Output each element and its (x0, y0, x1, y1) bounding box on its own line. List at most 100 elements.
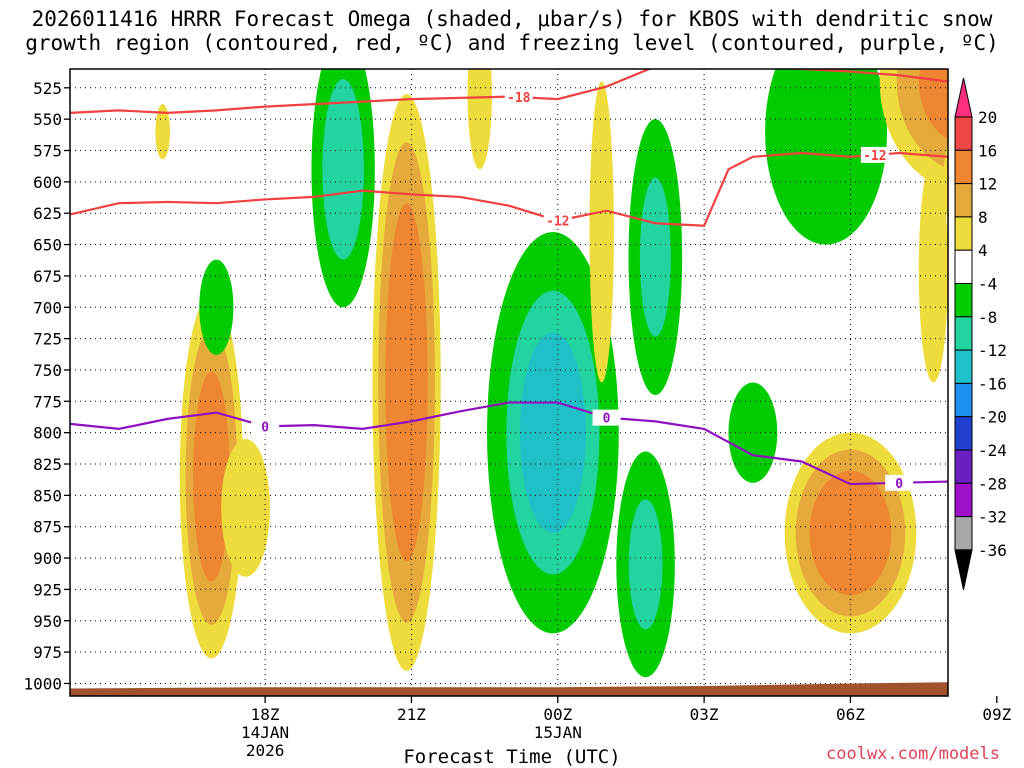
y-tick-label-850: 850 (33, 486, 62, 505)
freezing-level-label-2-bg (885, 474, 914, 491)
colorbar-label--32: -32 (978, 508, 1007, 527)
colorbar-cell-2 (954, 149, 973, 185)
x-date-label-18Z: 14JAN (241, 723, 289, 742)
isotherm-minus18-label-bg (504, 89, 533, 106)
omega-level--8 (204, 273, 229, 341)
y-tick-label-925: 925 (33, 580, 62, 599)
colorbar-cell-9 (954, 382, 973, 418)
x-tick-label-03Z: 03Z (690, 705, 719, 724)
colorbar-cell-11 (954, 449, 973, 484)
omega-level--12 (322, 79, 364, 260)
colorbar-label--24: -24 (978, 441, 1007, 460)
omega-feature-13 (765, 69, 888, 245)
y-tick-label-650: 650 (33, 236, 62, 255)
colorbar-label--4: -4 (978, 275, 997, 294)
omega-feature-15 (879, 69, 948, 191)
colorbar-label-20: 20 (978, 108, 997, 127)
y-tick-label-1000: 1000 (23, 674, 62, 693)
y-tick-label-875: 875 (33, 518, 62, 537)
chart-title-line1: 2026011416 HRRR Forecast Omega (shaded, … (31, 7, 993, 31)
ground-surface (70, 682, 948, 696)
y-tick-label-675: 675 (33, 267, 62, 286)
omega-level-12 (809, 470, 892, 596)
omega-level-12 (385, 203, 428, 562)
colorbar-label--28: -28 (978, 474, 1007, 493)
pressure-axis: 525 550 575 600 625 650 675 700 725 750 775 800 825 8… (23, 79, 70, 693)
colorbar-label-8: 8 (978, 208, 988, 227)
x-tick-label-18Z: 18Z (251, 705, 280, 724)
isotherm-minus18-line (70, 69, 948, 114)
omega-level-4 (155, 104, 170, 160)
chart-title-line2: growth region (contoured, red, ºC) and f… (25, 31, 999, 55)
omega-feature-1 (199, 259, 234, 355)
omega-level-12 (918, 69, 948, 140)
isotherm-minus12-label: -12 (546, 215, 569, 230)
colorbar: 20 16 12 8 4 -4 -8 -12 -16 -20 -24 -28 -32 -36 (954, 77, 1007, 591)
omega-feature-4 (311, 69, 375, 308)
omega-level-12 (193, 371, 230, 582)
colorbar-cell-6 (954, 283, 973, 318)
colorbar-cell-12 (954, 482, 973, 518)
colorbar-label-4: 4 (978, 241, 988, 260)
freezing-level-label-2: 0 (895, 477, 903, 492)
colorbar-label--12: -12 (978, 341, 1007, 360)
omega-feature-2 (155, 104, 170, 160)
x-tick-label-00Z: 00Z (543, 705, 572, 724)
colorbar-cell-7 (954, 316, 973, 351)
isotherm-minus12-label-bg (543, 212, 572, 229)
y-tick-label-525: 525 (33, 79, 62, 98)
y-tick-label-950: 950 (33, 612, 62, 631)
y-tick-label-800: 800 (33, 424, 62, 443)
omega-level-4 (589, 81, 614, 383)
y-tick-label-625: 625 (33, 204, 62, 223)
x-tick-label-09Z: 09Z (982, 705, 1011, 724)
isotherm-minus12-label-2-bg (860, 146, 889, 163)
omega-level--12 (628, 499, 663, 630)
isotherm-minus12-label-2: -12 (863, 149, 886, 164)
colorbar-label-12: 12 (978, 175, 997, 194)
freezing-level-label-0: 0 (261, 420, 269, 435)
omega-feature-10 (616, 451, 675, 678)
y-tick-label-550: 550 (33, 110, 62, 129)
colorbar-label--8: -8 (978, 308, 997, 327)
y-tick-label-825: 825 (33, 455, 62, 474)
y-tick-label-750: 750 (33, 361, 62, 380)
omega-shading (155, 69, 948, 678)
freezing-level-label-0-bg (251, 418, 280, 435)
omega-level-4 (221, 438, 270, 577)
omega-feature-0 (179, 294, 244, 659)
credit-link[interactable]: coolwx.com/models (826, 744, 1000, 764)
x-tick-label-06Z: 06Z (836, 705, 865, 724)
omega-feature-7 (487, 232, 619, 634)
colorbar-top-arrow (954, 77, 973, 118)
colorbar-cell-5 (954, 249, 973, 284)
colorbar-cell-4 (954, 216, 973, 251)
x-axis-label: Forecast Time (UTC) (403, 746, 621, 768)
isotherm-minus18-label: -18 (507, 91, 531, 106)
colorbar-cell-13 (954, 516, 973, 551)
freezing-level-label-1: 0 (603, 412, 611, 427)
colorbar-label--16: -16 (978, 374, 1007, 393)
x-date-label-00Z: 15JAN (534, 723, 582, 742)
y-tick-label-600: 600 (33, 173, 62, 192)
omega-level--8 (782, 69, 870, 212)
colorbar-cell-3 (954, 183, 973, 218)
omega-feature-5 (372, 94, 441, 671)
omega-level-4 (467, 69, 492, 170)
colorbar-cell-1 (954, 116, 973, 151)
colorbar-label-16: 16 (978, 141, 997, 160)
y-tick-label-725: 725 (33, 330, 62, 349)
colorbar-label--36: -36 (978, 541, 1007, 560)
omega-feature-9 (628, 119, 683, 396)
colorbar-cell-10 (954, 416, 973, 451)
omega-feature-8 (589, 81, 614, 383)
colorbar-cell-8 (954, 349, 973, 384)
colorbar-label--20: -20 (978, 408, 1007, 427)
y-tick-label-575: 575 (33, 142, 62, 161)
omega-feature-3 (221, 438, 270, 577)
ground-fill (70, 682, 948, 696)
x-year-label-18Z: 2026 (246, 741, 285, 760)
omega-feature-6 (467, 69, 492, 170)
